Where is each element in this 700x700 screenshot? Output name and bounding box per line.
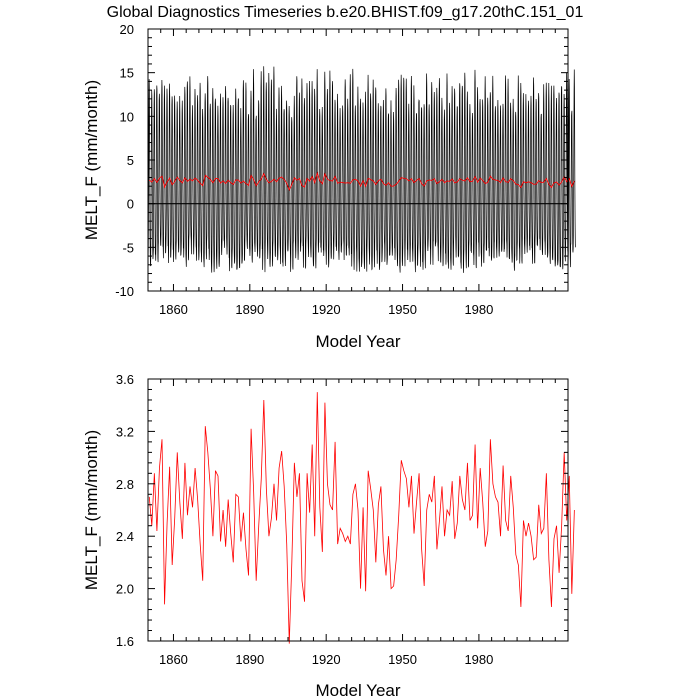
top-x-tick-label: 1890 [235, 302, 264, 317]
bottom-x-tick-labels: 1860 1890 1920 1950 1980 [159, 652, 493, 667]
bottom-y-tick-label: 3.6 [116, 372, 134, 387]
top-y-tick-label: 10 [120, 109, 134, 124]
bottom-x-tick-label: 1920 [312, 652, 341, 667]
bottom-annual-mean-line [148, 392, 575, 644]
bottom-y-axis-label: MELT_F (mm/month) [82, 430, 101, 590]
top-y-tick-label: 15 [120, 66, 134, 81]
top-y-axis-label: MELT_F (mm/month) [82, 80, 101, 240]
top-x-tick-labels: 1860 1890 1920 1950 1980 [159, 302, 493, 317]
top-monthly-series-line [147, 66, 576, 273]
bottom-plot-frame [147, 378, 569, 642]
top-plot-frame [147, 28, 569, 292]
bottom-panel: 1860 1890 1920 1950 1980 1.62.02.42.83.23.6 … [82, 372, 575, 700]
top-y-tick-label: 0 [127, 197, 134, 212]
top-tick-marks [148, 29, 568, 291]
bottom-y-tick-label: 1.6 [116, 634, 134, 649]
top-x-tick-label: 1980 [464, 302, 493, 317]
bottom-y-tick-label: 2.8 [116, 477, 134, 492]
bottom-plot-data [148, 392, 575, 644]
bottom-tick-marks [148, 379, 568, 641]
top-y-tick-label: -10 [115, 284, 134, 299]
top-x-tick-label: 1920 [312, 302, 341, 317]
bottom-y-tick-label: 2.0 [116, 582, 134, 597]
top-panel: 1860 1890 1920 1950 1980 -10 -5 0 5 10 15 20 Model… [82, 22, 576, 351]
top-annual-mean-line [148, 171, 575, 192]
bottom-x-tick-label: 1950 [388, 652, 417, 667]
bottom-x-axis-label: Model Year [315, 681, 400, 700]
top-y-tick-label: 5 [127, 153, 134, 168]
top-y-tick-label: 20 [120, 22, 134, 37]
bottom-x-tick-label: 1860 [159, 652, 188, 667]
top-x-tick-label: 1860 [159, 302, 188, 317]
bottom-x-tick-label: 1890 [235, 652, 264, 667]
bottom-y-tick-label: 3.2 [116, 424, 134, 439]
top-x-axis-label: Model Year [315, 332, 400, 351]
top-y-tick-label: -5 [122, 240, 134, 255]
bottom-x-tick-label: 1980 [464, 652, 493, 667]
figure-title: Global Diagnostics Timeseries b.e20.BHIS… [107, 4, 584, 21]
top-y-tick-labels: -10 -5 0 5 10 15 20 [115, 22, 134, 299]
bottom-y-tick-labels: 1.6 2.0 2.4 2.8 3.2 3.6 [116, 372, 134, 649]
top-x-tick-label: 1950 [388, 302, 417, 317]
bottom-y-tick-label: 2.4 [116, 529, 134, 544]
top-plot-data [147, 66, 576, 273]
